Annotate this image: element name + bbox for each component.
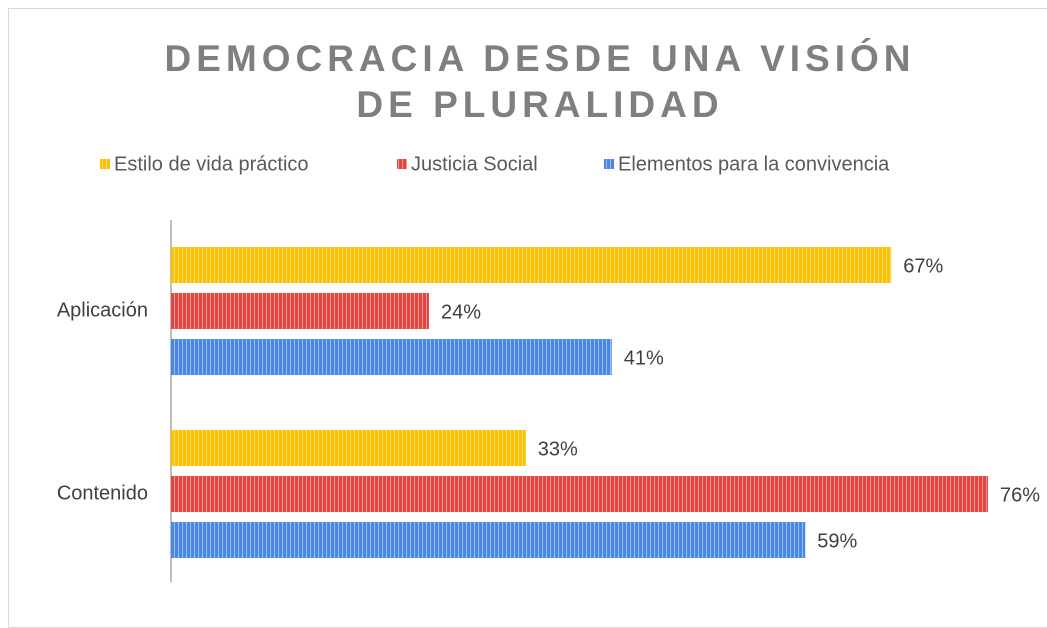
legend-label: Justicia Social — [411, 153, 538, 175]
data-label: 33% — [538, 438, 578, 460]
legend-label: Elementos para la convivencia — [618, 153, 890, 175]
bar — [171, 247, 892, 283]
data-label: 59% — [817, 530, 857, 552]
data-label: 24% — [441, 301, 481, 323]
bar — [171, 339, 612, 375]
legend-label: Estilo de vida práctico — [114, 153, 309, 175]
y-tick-label: Contenido — [57, 482, 148, 504]
bar — [171, 293, 429, 329]
bar — [171, 522, 806, 558]
data-label: 76% — [1000, 484, 1040, 506]
chart: DEMOCRACIA DESDE UNA VISIÓN DE PLURALIDA… — [8, 8, 1047, 628]
legend-swatch — [397, 159, 407, 169]
bar — [171, 430, 526, 466]
legend-swatch — [100, 159, 110, 169]
y-tick-label: Aplicación — [57, 299, 148, 321]
bar — [171, 476, 988, 512]
data-label: 41% — [624, 347, 664, 369]
plot: Estilo de vida práctico Justicia Social El… — [57, 153, 1040, 582]
chart-title: DEMOCRACIA DESDE UNA VISIÓN DE PLURALIDA… — [164, 38, 916, 125]
legend-swatch — [604, 159, 614, 169]
data-label: 67% — [903, 255, 943, 277]
